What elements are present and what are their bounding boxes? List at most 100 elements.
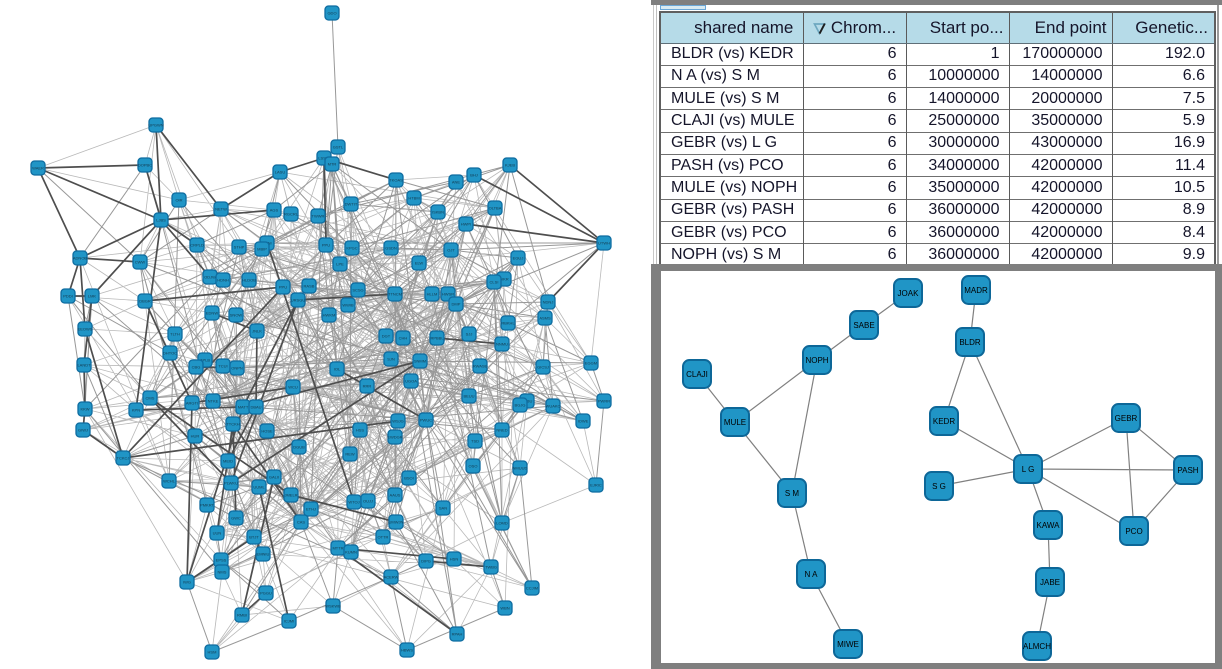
svg-text:PCO: PCO: [1125, 527, 1142, 536]
svg-text:UMWJN: UMWJN: [389, 520, 404, 525]
svg-text:HOSE: HOSE: [261, 429, 273, 434]
svg-text:GSDN: GSDN: [385, 246, 397, 251]
svg-text:WKR: WKR: [499, 277, 508, 282]
svg-text:WBN: WBN: [500, 606, 509, 611]
svg-text:BSOI: BSOI: [404, 476, 414, 481]
svg-text:GALII: GALII: [269, 475, 279, 480]
svg-text:CRPLD: CRPLD: [190, 243, 204, 248]
svg-text:TLTH: TLTH: [170, 332, 180, 337]
svg-text:JMELR: JMELR: [284, 493, 297, 498]
svg-text:HLLM: HLLM: [427, 292, 438, 297]
svg-text:BLDR: BLDR: [959, 338, 981, 347]
svg-text:AGS: AGS: [270, 208, 279, 213]
svg-text:KEDR: KEDR: [933, 417, 955, 426]
svg-text:WSKWB: WSKWB: [325, 604, 341, 609]
svg-text:ODJW: ODJW: [204, 275, 216, 280]
svg-text:WWIB: WWIB: [342, 303, 354, 308]
svg-text:PPU: PPU: [322, 243, 330, 248]
svg-text:CAS: CAS: [297, 520, 306, 525]
svg-text:HWSR: HWSR: [442, 292, 454, 297]
svg-text:OTTR: OTTR: [378, 535, 389, 540]
svg-text:JOAK: JOAK: [898, 289, 920, 298]
svg-text:GSTL: GSTL: [333, 145, 344, 150]
svg-text:HLDOB: HLDOB: [242, 278, 256, 283]
svg-text:KAWA: KAWA: [1037, 521, 1061, 530]
svg-text:MULE: MULE: [724, 418, 746, 427]
svg-text:GICSJ: GICSJ: [537, 365, 549, 370]
svg-text:ETHJ: ETHJ: [306, 507, 316, 512]
svg-text:ONPN: ONPN: [231, 366, 243, 371]
svg-text:REW: REW: [345, 452, 355, 457]
svg-text:GWC: GWC: [231, 516, 241, 521]
svg-text:PLWKU: PLWKU: [224, 481, 238, 486]
svg-text:SABE: SABE: [853, 321, 874, 330]
svg-text:CHH: CHH: [399, 336, 408, 341]
svg-text:IWG: IWG: [183, 580, 191, 585]
svg-text:ACERW: ACERW: [384, 575, 399, 580]
svg-text:UUML: UUML: [253, 485, 265, 490]
svg-text:CLAJI: CLAJI: [686, 370, 708, 379]
svg-text:WAER: WAER: [32, 166, 44, 171]
svg-text:TWWR: TWWR: [312, 214, 325, 219]
svg-text:NNMU: NNMU: [496, 342, 508, 347]
svg-text:LANDT: LANDT: [77, 363, 91, 368]
svg-text:LPE: LPE: [336, 262, 344, 267]
svg-text:ELW: ELW: [415, 261, 424, 266]
svg-text:BGJG: BGJG: [515, 403, 526, 408]
svg-text:RRR: RRR: [363, 384, 372, 389]
svg-text:NETW: NETW: [215, 207, 227, 212]
svg-text:HSM: HSM: [208, 650, 217, 655]
svg-text:SCSG: SCSG: [352, 288, 363, 293]
svg-text:RGCRL: RGCRL: [284, 212, 299, 217]
svg-text:L G: L G: [1022, 465, 1035, 474]
svg-text:HUR: HUR: [191, 434, 200, 439]
svg-text:SJN: SJN: [387, 357, 395, 362]
svg-text:BHJ: BHJ: [470, 173, 478, 178]
svg-text:CWW: CWW: [135, 260, 146, 265]
svg-text:MTTR: MTTR: [332, 546, 343, 551]
svg-text:PWUC: PWUC: [420, 418, 432, 423]
svg-text:EGUJ: EGUJ: [513, 256, 524, 261]
svg-text:TCKCJ: TCKCJ: [117, 456, 130, 461]
svg-text:GEBR: GEBR: [1115, 414, 1138, 423]
svg-text:SAN: SAN: [439, 506, 447, 511]
svg-text:TTNCM: TTNCM: [388, 292, 402, 297]
svg-text:HWKM: HWKM: [323, 313, 336, 318]
svg-text:MEID: MEID: [223, 459, 233, 464]
svg-text:NDNJ: NDNJ: [543, 300, 554, 305]
svg-text:NMS: NMS: [218, 570, 227, 575]
svg-text:TSD: TSD: [471, 439, 479, 444]
svg-text:LOMD: LOMD: [496, 521, 508, 526]
svg-text:NNED: NNED: [496, 428, 507, 433]
svg-text:ICJMI: ICJMI: [284, 619, 294, 624]
svg-text:EDNW: EDNW: [206, 311, 218, 316]
svg-text:NOPH: NOPH: [805, 356, 828, 365]
svg-text:PGGU: PGGU: [260, 591, 272, 596]
svg-text:TTCKH: TTCKH: [226, 422, 239, 427]
svg-text:ADNOB: ADNOB: [73, 256, 88, 261]
svg-text:NMUUD: NMUUD: [513, 466, 528, 471]
svg-text:DHTOC: DHTOC: [163, 351, 177, 356]
svg-text:TWBG: TWBG: [485, 565, 497, 570]
svg-text:PASH: PASH: [1177, 466, 1198, 475]
svg-text:KUMN: KUMN: [345, 550, 357, 555]
svg-text:PMKRT: PMKRT: [200, 503, 214, 508]
svg-text:EJRIC: EJRIC: [590, 483, 602, 488]
svg-text:JNLK: JNLK: [252, 329, 262, 334]
svg-text:DIPG: DIPG: [421, 559, 431, 564]
svg-text:MATT: MATT: [238, 405, 249, 410]
svg-text:EGGM: EGGM: [585, 361, 597, 366]
svg-text:UPGWN: UPGWN: [148, 123, 163, 128]
svg-text:CCJIM: CCJIM: [526, 586, 538, 591]
svg-text:URSGU: URSGU: [291, 298, 306, 303]
svg-text:GIWJ: GIWJ: [78, 428, 88, 433]
svg-text:RASB: RASB: [304, 284, 315, 289]
svg-text:DOPBC: DOPBC: [138, 163, 152, 168]
svg-text:ALMCH: ALMCH: [1023, 642, 1051, 651]
svg-text:OSO: OSO: [469, 464, 478, 469]
svg-text:CBG: CBG: [192, 365, 201, 370]
svg-text:HSN: HSN: [450, 557, 459, 562]
svg-text:KPGC: KPGC: [346, 246, 357, 251]
svg-text:RBKHL: RBKHL: [501, 321, 515, 326]
svg-text:ISKBN: ISKBN: [432, 210, 444, 215]
